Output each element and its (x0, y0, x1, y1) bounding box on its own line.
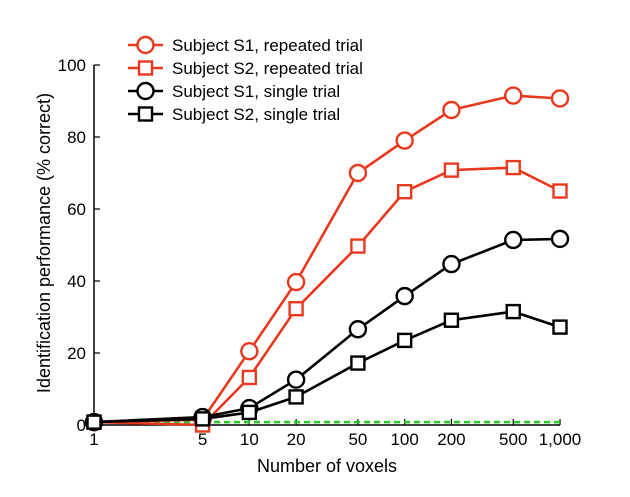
legend-item: Subject S1, single trial (128, 81, 340, 101)
legend-label: Subject S1, single trial (172, 82, 340, 101)
series-line (93, 166, 561, 427)
data-point (552, 183, 568, 199)
data-point (348, 163, 368, 183)
legend-item: Subject S2, single trial (128, 105, 340, 124)
y-tick-label: 100 (58, 56, 86, 75)
x-tick-label: 200 (437, 430, 465, 449)
data-point (350, 355, 366, 371)
data-point (505, 303, 521, 320)
x-tick-label: 50 (348, 430, 367, 449)
data-point (550, 89, 570, 108)
y-tick-label: 0 (77, 416, 86, 435)
data-point (552, 319, 568, 335)
data-point (505, 159, 521, 176)
data-point (396, 332, 413, 349)
data-point (194, 411, 211, 427)
data-point (286, 272, 306, 292)
series-line (93, 237, 561, 424)
legend-label: Subject S1, repeated trial (172, 36, 363, 55)
series-3 (84, 229, 570, 432)
data-point (443, 312, 460, 328)
x-tick-label: 5 (198, 430, 207, 449)
x-tick-label: 10 (240, 430, 259, 449)
y-tick-label: 80 (67, 128, 86, 147)
data-point (348, 320, 368, 339)
legend-marker (136, 35, 155, 55)
legend: Subject S1, repeated trial Subject S2, re… (128, 35, 363, 124)
legend-label: Subject S2, repeated trial (172, 59, 363, 78)
x-tick-label: 1,000 (539, 430, 582, 449)
data-point (504, 86, 523, 105)
legend-label: Subject S2, single trial (172, 105, 340, 124)
series-4 (86, 303, 568, 430)
series-line (93, 94, 561, 424)
data-point (241, 369, 258, 386)
x-tick-label: 500 (499, 430, 527, 449)
y-tick-label: 40 (67, 272, 86, 291)
legend-item: Subject S2, repeated trial (128, 59, 363, 78)
data-point (288, 301, 304, 317)
series-layer (84, 86, 570, 433)
y-axis-title: Identification performance (% correct) (34, 93, 54, 393)
data-point (350, 238, 366, 254)
x-tick-label: 100 (390, 430, 418, 449)
x-tick-label: 20 (287, 430, 306, 449)
series-line (93, 310, 561, 424)
data-point (241, 404, 258, 421)
data-point (395, 286, 414, 306)
data-point (396, 184, 413, 200)
data-point (240, 342, 259, 361)
data-point (504, 230, 523, 250)
legend-marker (137, 106, 154, 122)
data-point (550, 229, 570, 249)
y-tick-label: 60 (67, 200, 86, 219)
x-axis-title: Number of voxels (257, 456, 397, 476)
x-tick-label: 1 (89, 430, 98, 449)
data-point (286, 370, 306, 389)
data-point (442, 254, 461, 274)
data-point (443, 162, 460, 178)
data-point (86, 414, 102, 430)
legend-marker (136, 81, 155, 101)
legend-marker (137, 60, 154, 76)
data-point (442, 100, 461, 120)
y-tick-label: 20 (67, 344, 86, 363)
data-point (395, 131, 414, 150)
legend-item: Subject S1, repeated trial (128, 35, 363, 55)
series-2 (86, 159, 568, 433)
data-point (288, 389, 304, 405)
ticks: 1 5 10 20 50 100 200 500 1,000 0 20 40 60 80 100 (58, 56, 582, 449)
